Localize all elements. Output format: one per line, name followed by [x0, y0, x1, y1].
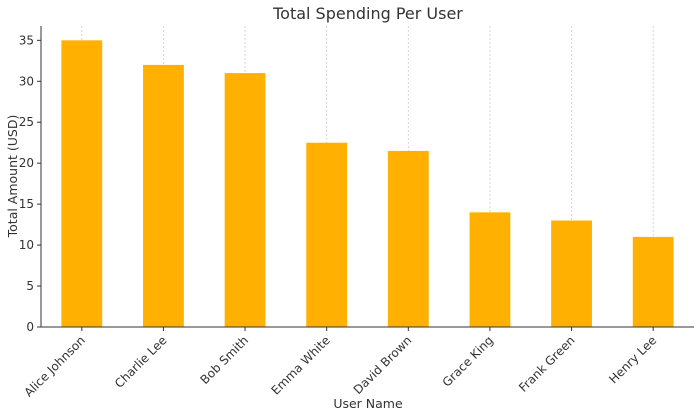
bar: [143, 64, 184, 328]
x-tick-label: Bob Smith: [197, 333, 251, 387]
y-tick-label: 5: [26, 279, 34, 293]
bar: [387, 150, 429, 327]
y-axis-label: Total Amount (USD): [5, 115, 20, 239]
chart-title: Total Spending Per User: [272, 4, 463, 23]
axes: [40, 26, 694, 328]
y-axis-ticks: 0 5 10 15 20 25 30 35: [19, 33, 41, 334]
y-tick-label: 30: [19, 74, 34, 88]
x-tick-label: Henry Lee: [606, 333, 659, 386]
x-tick-label: Grace King: [440, 333, 496, 389]
y-tick-label: 25: [19, 115, 34, 129]
bar: [306, 142, 348, 327]
bar: [469, 212, 511, 327]
y-tick-label: 10: [19, 238, 34, 252]
bar: [224, 73, 266, 327]
y-tick-label: 20: [19, 156, 34, 170]
x-tick-label: Emma White: [268, 333, 332, 397]
bar: [551, 220, 592, 327]
y-tick-label: 35: [19, 33, 34, 47]
x-tick-label: Frank Green: [516, 333, 578, 395]
x-tick-label: Alice Johnson: [21, 333, 87, 399]
x-tick-label: Charlie Lee: [112, 333, 170, 391]
x-axis-ticks: Alice Johnson Charlie Lee Bob Smith Emma Wh…: [21, 327, 659, 400]
x-tick-label: David Brown: [351, 333, 415, 397]
x-axis-label: User Name: [333, 396, 403, 411]
bars: [61, 40, 674, 328]
y-tick-label: 0: [26, 320, 34, 334]
bar: [632, 236, 674, 327]
y-tick-label: 15: [19, 197, 34, 211]
bar: [61, 40, 103, 327]
